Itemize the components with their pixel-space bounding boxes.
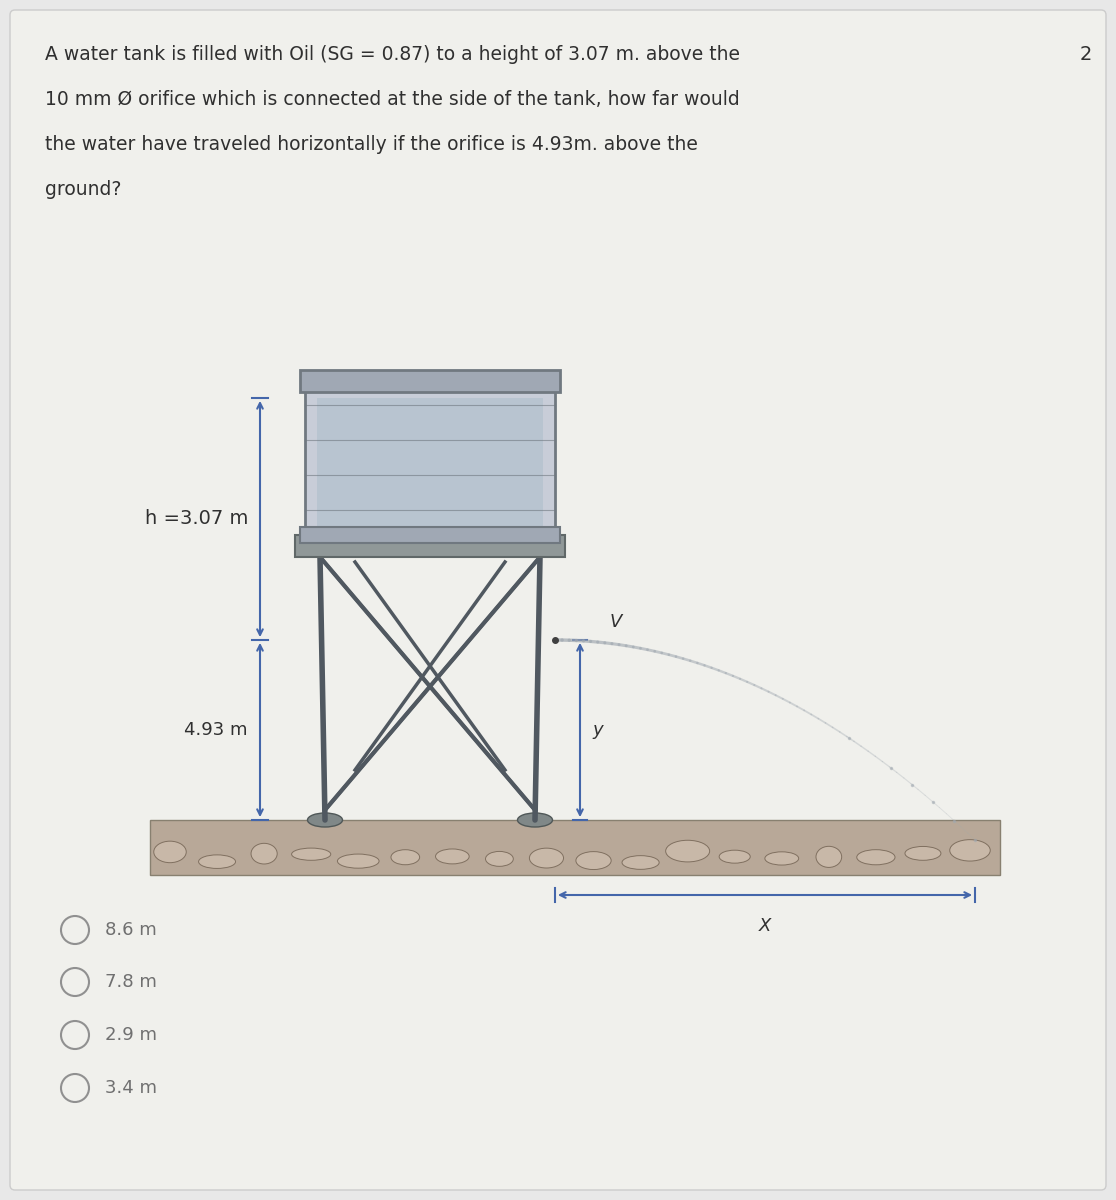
- Ellipse shape: [337, 854, 379, 868]
- Ellipse shape: [529, 848, 564, 868]
- Text: ground?: ground?: [45, 180, 122, 199]
- Bar: [150, 820, 1000, 875]
- Text: 10 mm Ø orifice which is connected at the side of the tank, how far would: 10 mm Ø orifice which is connected at th…: [45, 90, 740, 109]
- Ellipse shape: [719, 850, 750, 863]
- Text: 3.4 m: 3.4 m: [105, 1079, 157, 1097]
- Bar: [300, 527, 560, 542]
- Text: X: X: [759, 917, 771, 935]
- Text: 2: 2: [1080, 44, 1093, 64]
- Bar: [295, 535, 565, 557]
- Text: 4.93 m: 4.93 m: [184, 721, 248, 739]
- Ellipse shape: [485, 852, 513, 866]
- Ellipse shape: [199, 854, 235, 869]
- Ellipse shape: [816, 846, 841, 868]
- Ellipse shape: [308, 814, 343, 827]
- Bar: [300, 370, 560, 392]
- Ellipse shape: [857, 850, 895, 865]
- Text: 2.9 m: 2.9 m: [105, 1026, 157, 1044]
- Ellipse shape: [764, 852, 799, 865]
- Ellipse shape: [950, 840, 990, 862]
- FancyBboxPatch shape: [10, 10, 1106, 1190]
- Text: 7.8 m: 7.8 m: [105, 973, 157, 991]
- Ellipse shape: [576, 852, 612, 870]
- Text: the water have traveled horizontally if the orifice is 4.93m. above the: the water have traveled horizontally if …: [45, 134, 698, 154]
- Text: 8.6 m: 8.6 m: [105, 922, 156, 938]
- Bar: [317, 398, 543, 527]
- Ellipse shape: [154, 841, 186, 863]
- Ellipse shape: [391, 850, 420, 865]
- Ellipse shape: [665, 840, 710, 862]
- Text: h =3.07 m: h =3.07 m: [145, 510, 248, 528]
- Ellipse shape: [622, 856, 660, 869]
- Ellipse shape: [518, 814, 552, 827]
- Text: V: V: [610, 613, 623, 631]
- Ellipse shape: [435, 848, 469, 864]
- Ellipse shape: [251, 844, 277, 864]
- Bar: [305, 380, 555, 535]
- Text: A water tank is filled with Oil (SG = 0.87) to a height of 3.07 m. above the: A water tank is filled with Oil (SG = 0.…: [45, 44, 740, 64]
- Text: y: y: [591, 721, 603, 739]
- Ellipse shape: [905, 846, 941, 860]
- Ellipse shape: [291, 848, 330, 860]
